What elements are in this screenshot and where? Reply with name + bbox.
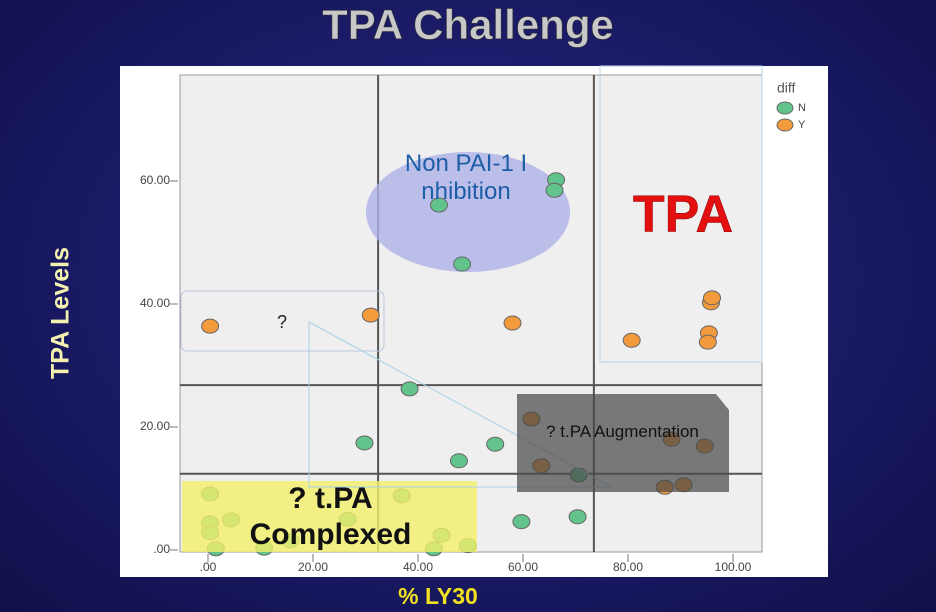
- x-tick-label: .00: [200, 560, 217, 574]
- callout-triangle: [308, 321, 613, 488]
- point: [355, 435, 374, 451]
- title: TPA Challenge: [322, 1, 614, 48]
- y-axis-label: TPA Levels: [47, 247, 75, 379]
- annotation: ? t.PA Augmentation: [546, 422, 699, 441]
- annotation: Non PAI-1 Inhibition: [404, 150, 528, 205]
- annotation: ?: [277, 312, 287, 332]
- x-axis-label: % LY30: [398, 583, 478, 609]
- legend-swatch: [776, 101, 794, 115]
- x-tick-label: 100.00: [715, 560, 752, 574]
- x-tick-label: 60.00: [508, 560, 538, 574]
- point: [400, 381, 419, 397]
- annotation: ? t.PA Complexed: [249, 482, 412, 551]
- shaded-box: [517, 394, 729, 492]
- y-tick-label: 20.00: [140, 419, 170, 433]
- x-tick-label: 20.00: [298, 560, 328, 574]
- point: [449, 453, 468, 469]
- y-tick-label: 60.00: [140, 173, 170, 187]
- point: [703, 290, 722, 306]
- point: [568, 509, 587, 525]
- point: [201, 318, 220, 334]
- point: [453, 256, 472, 272]
- axes: .00 20.00 40.00 60.00 .00 20.00 40.00 60.00 80.0…: [140, 173, 752, 574]
- legend-swatch: [776, 118, 794, 132]
- legend-label: Y: [798, 119, 806, 131]
- legend-title: diff: [777, 80, 796, 96]
- point: [698, 334, 717, 350]
- highlight-box: [182, 481, 477, 552]
- legend-label: N: [798, 102, 806, 114]
- point: [361, 307, 380, 323]
- question-box: [180, 290, 385, 352]
- legend: NY: [776, 101, 806, 132]
- annotation: TPA: [633, 186, 733, 244]
- y-tick-label: 40.00: [140, 296, 170, 310]
- tpa-box: [599, 65, 763, 363]
- point: [622, 332, 641, 348]
- highlight-ellipse: [366, 152, 570, 272]
- y-tick-label: .00: [153, 542, 170, 556]
- point: [545, 182, 564, 198]
- x-tick-label: 80.00: [613, 560, 643, 574]
- point: [503, 315, 522, 331]
- point: [512, 514, 531, 530]
- point: [429, 197, 448, 213]
- point: [486, 436, 505, 452]
- x-tick-label: 40.00: [403, 560, 433, 574]
